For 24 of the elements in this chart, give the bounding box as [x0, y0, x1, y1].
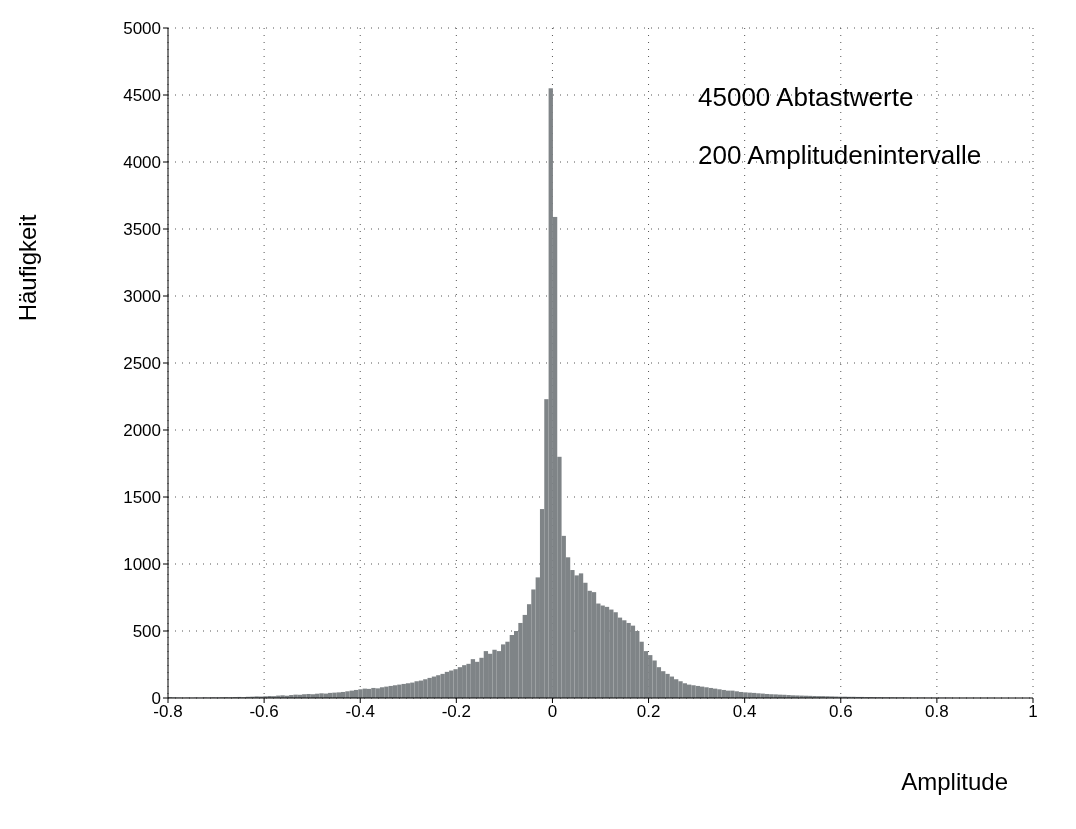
y-tick-label: 0: [151, 689, 161, 709]
x-tick-label: 0.2: [636, 702, 661, 722]
y-tick-label: 2000: [123, 421, 161, 441]
x-tick-label: 0.8: [925, 702, 949, 722]
x-tick-label: 0: [547, 702, 558, 722]
x-tick-label: 0.4: [732, 702, 757, 722]
y-tick-label: 3000: [123, 287, 161, 307]
annotation: 200 Amplitudenintervalle: [698, 139, 982, 172]
x-tick-label: 0.6: [828, 702, 853, 722]
y-axis-title: Häufigkeit: [14, 214, 42, 322]
y-tick-label: 1000: [123, 555, 161, 575]
y-tick-label: 2500: [123, 354, 161, 374]
y-tick-label: 4500: [123, 86, 161, 106]
x-axis-title: Amplitude: [901, 768, 1008, 796]
y-tick-label: 3500: [123, 220, 161, 240]
y-tick-label: 5000: [123, 19, 161, 39]
annotation: 45000 Abtastwerte: [698, 81, 915, 114]
x-tick-label: -0.4: [345, 702, 375, 722]
y-tick-label: 4000: [123, 153, 161, 173]
x-tick-label: -0.6: [249, 702, 279, 722]
x-tick-label: 1: [1028, 702, 1038, 722]
y-tick-label: 500: [132, 622, 161, 642]
y-tick-label: 1500: [123, 488, 161, 508]
x-tick-label: -0.2: [441, 702, 471, 722]
